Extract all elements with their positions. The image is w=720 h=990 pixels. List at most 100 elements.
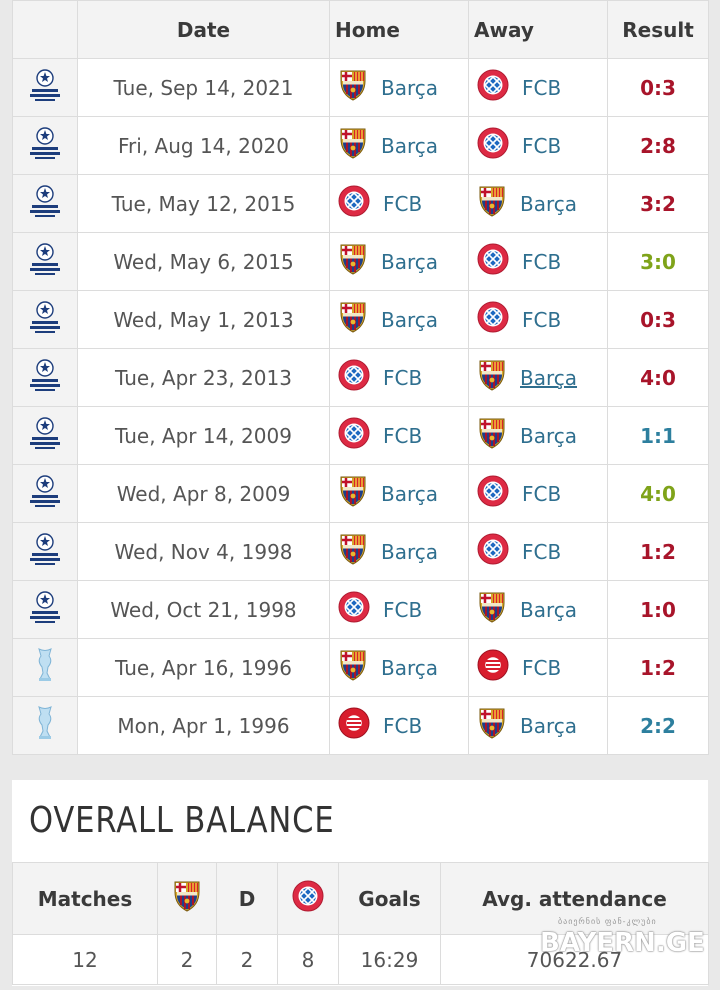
away-team-cell[interactable]: Barça (468, 580, 608, 639)
competition-cell (12, 696, 78, 755)
bayern-old-crest-icon (338, 591, 370, 628)
match-row[interactable]: Wed, Oct 21, 1998 FCB Barça 1:0 (12, 580, 709, 639)
match-row[interactable]: Wed, Apr 8, 2009 Barça FCB 4:0 (12, 464, 709, 523)
match-date[interactable]: Wed, May 6, 2015 (77, 232, 330, 291)
match-date[interactable]: Tue, Apr 23, 2013 (77, 348, 330, 407)
away-team-cell[interactable]: FCB (468, 290, 608, 349)
champions-league-icon (27, 185, 63, 225)
away-team-link[interactable]: FCB (522, 75, 562, 100)
champions-league-icon (27, 243, 63, 283)
away-team-cell[interactable]: FCB (468, 116, 608, 175)
home-header[interactable]: Home (329, 0, 469, 59)
away-team-link[interactable]: FCB (522, 249, 562, 274)
home-team-cell[interactable]: FCB (329, 580, 469, 639)
away-team-cell[interactable]: Barça (468, 174, 608, 233)
match-row[interactable]: Wed, May 6, 2015 Barça FCB 3:0 (12, 232, 709, 291)
away-team-link[interactable]: Barça (520, 423, 578, 448)
home-team-cell[interactable]: FCB (329, 348, 469, 407)
champions-league-icon (27, 533, 63, 573)
result-header[interactable]: Result (607, 0, 709, 59)
match-date[interactable]: Wed, Oct 21, 1998 (77, 580, 330, 639)
away-team-cell[interactable]: Barça (468, 406, 608, 465)
match-date[interactable]: Wed, May 1, 2013 (77, 290, 330, 349)
away-team-link[interactable]: Barça (520, 365, 578, 390)
match-date[interactable]: Tue, Sep 14, 2021 (77, 58, 330, 117)
match-date[interactable]: Tue, May 12, 2015 (77, 174, 330, 233)
match-date[interactable]: Wed, Nov 4, 1998 (77, 522, 330, 581)
match-date[interactable]: Mon, Apr 1, 1996 (77, 696, 330, 755)
away-team-link[interactable]: FCB (522, 539, 562, 564)
home-team-cell[interactable]: Barça (329, 58, 469, 117)
away-team-link[interactable]: Barça (520, 597, 578, 622)
home-team-link[interactable]: Barça (381, 133, 439, 158)
balance-values-row: 12 2 2 8 16:29 70622.67 (12, 934, 709, 985)
away-team-link[interactable]: FCB (522, 655, 562, 680)
home-team-link[interactable]: Barça (381, 249, 439, 274)
home-team-cell[interactable]: FCB (329, 696, 469, 755)
away-team-link[interactable]: Barça (520, 713, 578, 738)
match-result[interactable]: 1:2 (607, 638, 709, 697)
match-date[interactable]: Fri, Aug 14, 2020 (77, 116, 330, 175)
away-header[interactable]: Away (468, 0, 608, 59)
match-result[interactable]: 1:0 (607, 580, 709, 639)
match-result[interactable]: 2:8 (607, 116, 709, 175)
away-team-cell[interactable]: FCB (468, 522, 608, 581)
away-team-cell[interactable]: FCB (468, 464, 608, 523)
away-team-cell[interactable]: Barça (468, 348, 608, 407)
home-team-cell[interactable]: Barça (329, 290, 469, 349)
home-team-link[interactable]: FCB (383, 597, 423, 622)
match-row[interactable]: Mon, Apr 1, 1996 FCB Barça 2:2 (12, 696, 709, 755)
match-row[interactable]: Tue, May 12, 2015 FCB Barça 3:2 (12, 174, 709, 233)
match-date[interactable]: Tue, Apr 14, 2009 (77, 406, 330, 465)
match-row[interactable]: Tue, Apr 14, 2009 FCB Barça 1:1 (12, 406, 709, 465)
home-team-link[interactable]: Barça (381, 75, 439, 100)
home-team-link[interactable]: Barça (381, 307, 439, 332)
barca-crest-icon (477, 417, 507, 454)
home-team-link[interactable]: Barça (381, 655, 439, 680)
home-team-link[interactable]: Barça (381, 539, 439, 564)
date-header[interactable]: Date (77, 0, 330, 59)
away-team-cell[interactable]: FCB (468, 58, 608, 117)
overall-balance-title: OVERALL BALANCE (29, 800, 335, 841)
match-row[interactable]: Tue, Apr 23, 2013 FCB Barça 4:0 (12, 348, 709, 407)
match-result[interactable]: 4:0 (607, 348, 709, 407)
match-result[interactable]: 0:3 (607, 58, 709, 117)
match-row[interactable]: Wed, May 1, 2013 Barça FCB 0:3 (12, 290, 709, 349)
champions-league-icon (27, 475, 63, 515)
competition-header (12, 0, 78, 59)
match-result[interactable]: 2:2 (607, 696, 709, 755)
home-team-link[interactable]: FCB (383, 713, 423, 738)
match-row[interactable]: Tue, Apr 16, 1996 Barça FCB 1:2 (12, 638, 709, 697)
away-team-link[interactable]: Barça (520, 191, 578, 216)
match-row[interactable]: Tue, Sep 14, 2021 Barça FCB 0:3 (12, 58, 709, 117)
match-date[interactable]: Wed, Apr 8, 2009 (77, 464, 330, 523)
match-result[interactable]: 1:2 (607, 522, 709, 581)
home-team-cell[interactable]: Barça (329, 232, 469, 291)
match-result[interactable]: 3:0 (607, 232, 709, 291)
home-team-cell[interactable]: Barça (329, 116, 469, 175)
home-team-cell[interactable]: Barça (329, 638, 469, 697)
away-team-cell[interactable]: Barça (468, 696, 608, 755)
home-team-link[interactable]: FCB (383, 191, 423, 216)
away-team-link[interactable]: FCB (522, 133, 562, 158)
home-team-cell[interactable]: FCB (329, 174, 469, 233)
home-team-cell[interactable]: Barça (329, 522, 469, 581)
home-team-cell[interactable]: FCB (329, 406, 469, 465)
match-result[interactable]: 4:0 (607, 464, 709, 523)
away-team-link[interactable]: FCB (522, 481, 562, 506)
away-team-link[interactable]: FCB (522, 307, 562, 332)
match-row[interactable]: Wed, Nov 4, 1998 Barça FCB 1:2 (12, 522, 709, 581)
match-date[interactable]: Tue, Apr 16, 1996 (77, 638, 330, 697)
competition-cell (12, 348, 78, 407)
home-team-link[interactable]: FCB (383, 423, 423, 448)
home-team-cell[interactable]: Barça (329, 464, 469, 523)
match-result[interactable]: 3:2 (607, 174, 709, 233)
home-team-link[interactable]: FCB (383, 365, 423, 390)
match-result[interactable]: 1:1 (607, 406, 709, 465)
away-team-cell[interactable]: FCB (468, 638, 608, 697)
match-result[interactable]: 0:3 (607, 290, 709, 349)
home-team-link[interactable]: Barça (381, 481, 439, 506)
away-team-cell[interactable]: FCB (468, 232, 608, 291)
match-row[interactable]: Fri, Aug 14, 2020 Barça FCB 2:8 (12, 116, 709, 175)
watermark-subtext: ბაიერნის ფან-კლუბი (558, 917, 657, 926)
